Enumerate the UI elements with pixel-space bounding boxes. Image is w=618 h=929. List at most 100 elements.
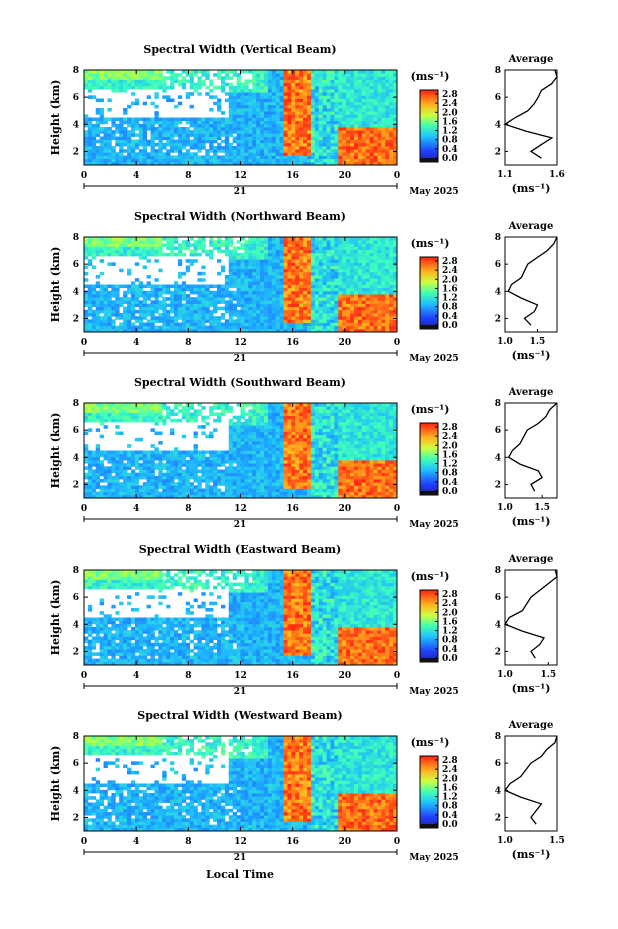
- heatmap-cell: [220, 76, 226, 80]
- heatmap-cell: [95, 453, 101, 458]
- heatmap-cell: [256, 243, 261, 247]
- heatmap-cell: [381, 252, 386, 257]
- heatmap-cell: [389, 92, 394, 96]
- heatmap-cell: [373, 152, 378, 156]
- heatmap-cell: [130, 450, 136, 455]
- avg-title: Average: [508, 54, 554, 65]
- heatmap-cell: [310, 123, 316, 128]
- y-tick-label: 4: [73, 287, 79, 297]
- heatmap-cell: [334, 70, 339, 74]
- heatmap-cell: [287, 294, 292, 298]
- heatmap-cell: [389, 149, 394, 153]
- heatmap-cell: [330, 146, 335, 150]
- heatmap-cell: [353, 130, 359, 134]
- heatmap-cell: [283, 243, 288, 247]
- heatmap-cell: [271, 252, 277, 257]
- heatmap-cell: [127, 309, 132, 314]
- heatmap-cell: [91, 73, 97, 77]
- heatmap-cell: [369, 252, 374, 257]
- heatmap-cell: [291, 142, 296, 147]
- heatmap-cell: [111, 284, 116, 289]
- heatmap-cell: [389, 117, 394, 122]
- heatmap-cell: [256, 98, 261, 103]
- heatmap-cell: [166, 161, 171, 166]
- heatmap-cell: [244, 297, 249, 301]
- heatmap-cell: [334, 111, 339, 115]
- heatmap-cell: [334, 322, 339, 327]
- heatmap-cell: [299, 306, 304, 311]
- heatmap-cell: [115, 485, 120, 489]
- heatmap-cell: [189, 450, 194, 455]
- heatmap-cell: [248, 259, 253, 263]
- heatmap-cell: [314, 142, 320, 147]
- heatmap-cell: [87, 325, 93, 330]
- heatmap-cell: [279, 237, 284, 241]
- heatmap-cell: [330, 303, 335, 308]
- heatmap-cell: [154, 152, 159, 156]
- heatmap-cell: [209, 256, 214, 260]
- heatmap-cell: [252, 237, 257, 241]
- heatmap-cell: [377, 85, 382, 90]
- heatmap-cell: [87, 290, 93, 295]
- heatmap-cell: [361, 85, 367, 90]
- heatmap-cell: [228, 152, 234, 156]
- heatmap-cell: [119, 127, 124, 131]
- heatmap-cell: [166, 158, 171, 163]
- heatmap-cell: [381, 281, 386, 285]
- heatmap-cell: [365, 104, 371, 109]
- heatmap-cell: [146, 412, 151, 417]
- heatmap-cell: [287, 300, 292, 304]
- heatmap-cell: [357, 89, 363, 93]
- heatmap-cell: [275, 259, 281, 263]
- heatmap-cell: [134, 472, 140, 477]
- heatmap-cell: [158, 316, 163, 320]
- heatmap-cell: [346, 259, 351, 263]
- heatmap-cell: [299, 98, 304, 103]
- heatmap-cell: [346, 256, 351, 260]
- heatmap-cell: [299, 130, 304, 134]
- heatmap-cell: [162, 406, 167, 410]
- heatmap-cell: [377, 79, 382, 84]
- heatmap-cell: [189, 85, 194, 90]
- heatmap-cell: [271, 101, 277, 106]
- heatmap-cell: [248, 117, 253, 122]
- heatmap-cell: [330, 70, 335, 74]
- heatmap-cell: [377, 98, 382, 103]
- heatmap-cell: [260, 98, 265, 103]
- heatmap-cell: [240, 325, 245, 330]
- heatmap-cell: [342, 101, 347, 106]
- heatmap-cell: [209, 133, 214, 137]
- heatmap-cell: [99, 463, 104, 467]
- heatmap-cell: [213, 453, 218, 458]
- heatmap-cell: [389, 111, 394, 115]
- heatmap-cell: [197, 120, 202, 125]
- heatmap-cell: [381, 161, 386, 166]
- heatmap-cell: [205, 319, 210, 323]
- heatmap-cell: [150, 316, 155, 320]
- y-tick-label: 8: [73, 233, 79, 243]
- heatmap-cell: [95, 482, 101, 486]
- heatmap-cell: [201, 271, 206, 276]
- heatmap-cell: [334, 95, 339, 99]
- heatmap-cell: [263, 79, 269, 84]
- heatmap-cell: [154, 453, 159, 458]
- heatmap-cell: [381, 294, 386, 298]
- heatmap-cell: [84, 472, 89, 477]
- heatmap-cell: [322, 319, 327, 323]
- heatmap-cell: [353, 268, 359, 273]
- heatmap-cell: [142, 123, 147, 128]
- heatmap-cell: [295, 265, 300, 270]
- heatmap-cell: [95, 284, 101, 289]
- heatmap-cell: [377, 306, 382, 311]
- heatmap-cell: [197, 123, 202, 128]
- heatmap-cell: [385, 322, 390, 327]
- heatmap-cell: [252, 303, 257, 308]
- heatmap-cell: [236, 152, 241, 156]
- heatmap-cell: [357, 325, 363, 330]
- heatmap-cell: [115, 82, 120, 87]
- heatmap-cell: [236, 158, 241, 163]
- heatmap-cell: [150, 120, 155, 125]
- heatmap-cell: [84, 409, 89, 413]
- heatmap-cell: [99, 300, 104, 304]
